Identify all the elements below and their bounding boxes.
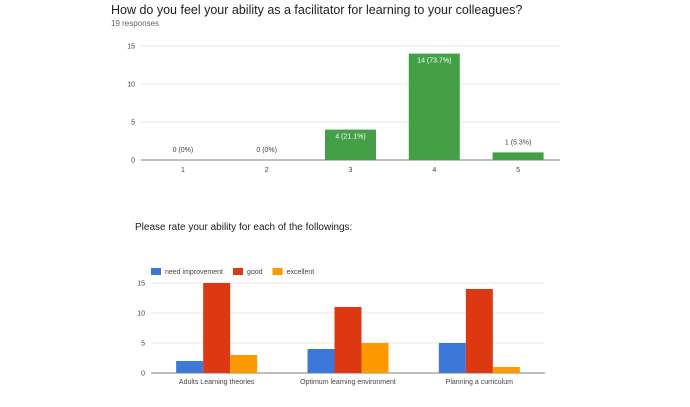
chart1-bar (408, 53, 460, 160)
chart1-x-tick: 5 (516, 167, 520, 174)
responses-count: 19 responses (111, 19, 160, 28)
chart2-y-tick: 15 (137, 281, 145, 288)
chart2-bar-good (203, 283, 231, 373)
chart2-bar-excellent (361, 343, 389, 373)
chart1-x-tick: 1 (181, 167, 185, 174)
chart1-data-label: 4 (21.1%) (335, 134, 365, 141)
chart2-legend-label: good (247, 269, 263, 276)
chart2-legend-label: need improvement (165, 269, 223, 276)
chart2-bar-need-improvement (438, 343, 466, 373)
chart2-legend-label: excellent (287, 269, 315, 276)
chart1-data-label: 1 (5.3%) (505, 139, 531, 146)
chart2-bar-good (465, 289, 493, 373)
chart2-y-tick: 5 (141, 341, 145, 348)
chart2-legend-swatch (272, 268, 283, 275)
chart1-y-tick: 0 (131, 158, 135, 165)
chart2-bar-need-improvement (176, 361, 204, 373)
chart2-bar-excellent (492, 367, 520, 373)
chart2-legend-swatch (232, 268, 243, 275)
chart1-bar (492, 152, 544, 160)
chart2-x-tick: Optimum learning environment (300, 379, 396, 386)
chart1-x-tick: 4 (432, 167, 436, 174)
chart1-x-tick: 2 (265, 167, 269, 174)
chart1-y-tick: 10 (127, 82, 135, 89)
chart2-legend-swatch (151, 268, 161, 275)
chart2-x-tick: Adults Learning theories (179, 379, 255, 386)
chart1-y-tick: 15 (127, 44, 135, 51)
chart2-bar-excellent (230, 355, 258, 373)
chart1-title: How do you feel your ability as a facili… (111, 3, 523, 17)
chart1-data-label: 14 (73.7%) (417, 58, 451, 65)
chart2-y-tick: 0 (141, 371, 145, 378)
chart2-x-tick: Planning a curriculum (446, 379, 513, 386)
chart1-x-tick: 3 (349, 167, 353, 174)
chart2-bar-need-improvement (307, 349, 335, 373)
chart2-bar-good (334, 307, 362, 373)
chart2-y-tick: 10 (137, 311, 145, 318)
chart1-bar (325, 129, 376, 160)
chart1-data-label: 0 (0%) (173, 147, 194, 154)
chart1-svg: 0 5 10 15 0 (0%) 1 0 (0%) 2 4 (21.1%) 3 14 (73.7%)… (127, 44, 560, 174)
chart1-data-label: 0 (0%) (256, 147, 277, 154)
chart1-y-tick: 5 (131, 120, 135, 127)
chart2-title: Please rate your ability for each of the… (135, 222, 353, 233)
